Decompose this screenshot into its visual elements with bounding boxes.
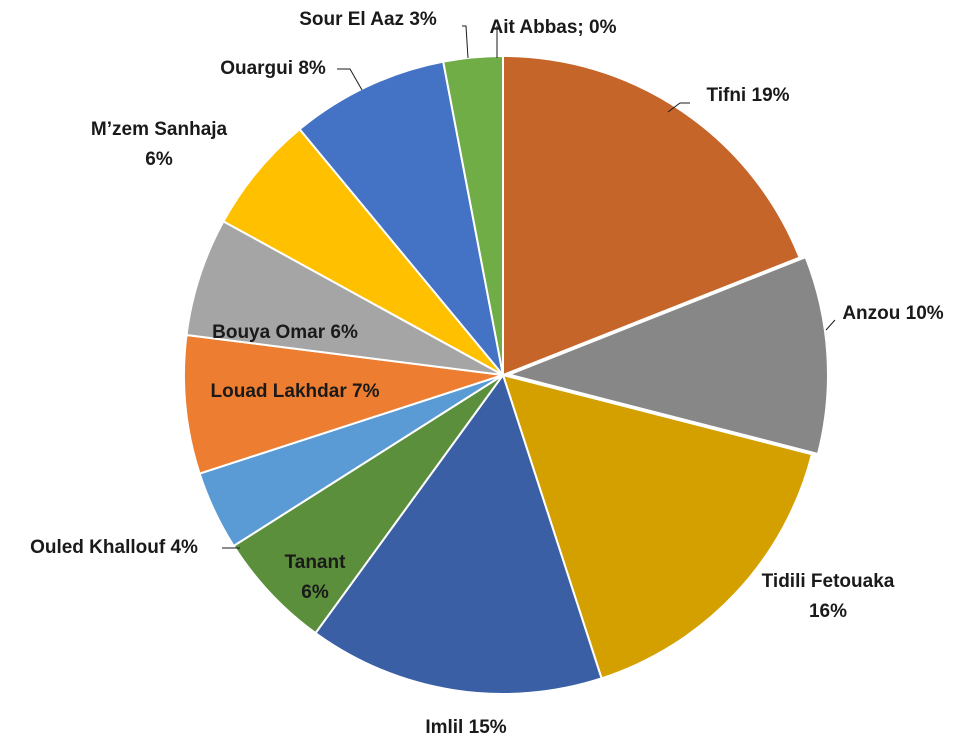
data-label: Tidili Fetouaka 16% <box>762 571 895 622</box>
label-value: 6% <box>301 582 329 603</box>
pie-slice <box>298 60 504 376</box>
leader-line <box>667 102 690 113</box>
pie-slice <box>314 372 603 695</box>
pie-slice <box>505 255 829 456</box>
label-name: Louad Lakhdar <box>211 381 348 402</box>
label-name: Ait Abbas; <box>489 17 583 38</box>
data-label: Sour El Aaz 3% <box>299 9 437 30</box>
data-label: Tifni 19% <box>706 85 789 106</box>
pie <box>183 54 829 695</box>
label-name: Imlil <box>425 717 463 738</box>
pie-slice <box>502 54 801 377</box>
data-label: Louad Lakhdar 7% <box>211 381 380 402</box>
pie-slice <box>222 127 504 376</box>
label-value: 15% <box>469 717 507 738</box>
leader-line <box>462 25 469 59</box>
pie-slice <box>185 219 504 376</box>
label-name: Ouled Khallouf <box>30 537 166 558</box>
label-name: Tifni <box>706 85 746 106</box>
leader-line <box>825 319 836 331</box>
label-value: 19% <box>752 85 790 106</box>
data-labels: Tifni 19% Anzou 10% Tidili Fetouaka 16% Imli… <box>30 9 944 738</box>
data-label: Anzou 10% <box>842 303 943 324</box>
label-value: 0% <box>589 17 617 38</box>
label-name: Ouargui <box>220 58 293 79</box>
data-label: Imlil 15% <box>425 717 506 738</box>
data-label: Tanant 6% <box>285 552 347 603</box>
label-name: Tidili Fetouaka <box>762 571 895 592</box>
label-value: 10% <box>906 303 944 324</box>
label-value: 4% <box>170 537 198 558</box>
label-name: Bouya Omar <box>212 322 326 343</box>
label-name: Sour El Aaz <box>299 9 404 30</box>
label-value: 7% <box>352 381 380 402</box>
data-label: M’zem Sanhaja 6% <box>91 119 228 170</box>
pie-slice <box>501 373 814 680</box>
pie-slice <box>183 333 504 475</box>
label-name: Tanant <box>285 552 347 573</box>
leader-line <box>337 68 363 91</box>
label-value: 8% <box>298 58 326 79</box>
label-name: Anzou <box>842 303 900 324</box>
label-value: 3% <box>409 9 437 30</box>
label-value: 16% <box>809 601 847 622</box>
label-value: 6% <box>330 322 358 343</box>
data-label: Ouargui 8% <box>220 58 326 79</box>
label-value: 6% <box>145 149 173 170</box>
data-label: Bouya Omar 6% <box>212 322 358 343</box>
label-name: M’zem Sanhaja <box>91 119 228 140</box>
data-label: Ait Abbas; 0% <box>489 17 616 38</box>
data-label: Ouled Khallouf 4% <box>30 537 198 558</box>
